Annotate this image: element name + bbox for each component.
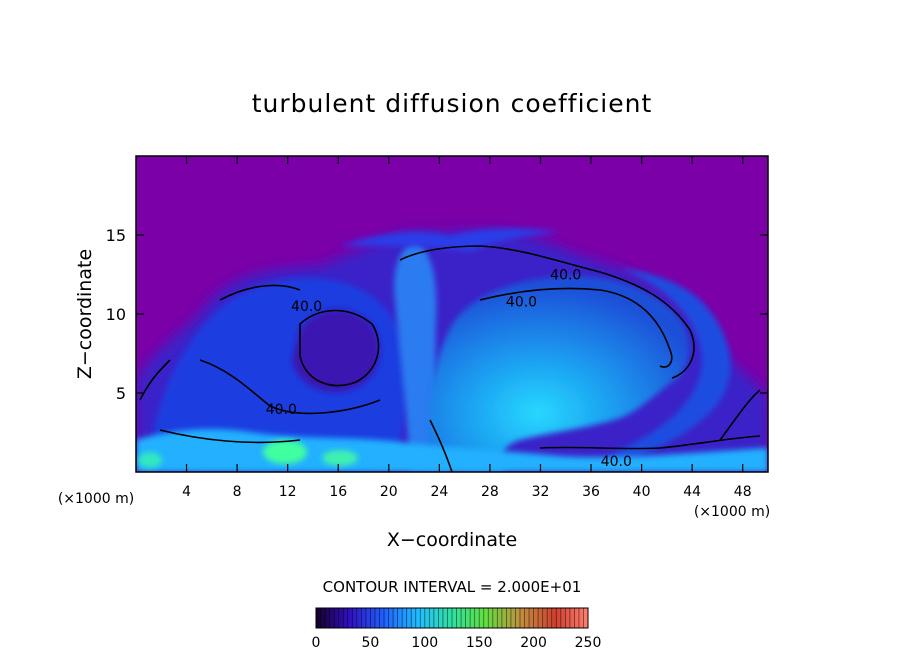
field-green-patch: [322, 450, 358, 466]
colorbar: 0 50 100 150 200 250: [312, 607, 602, 651]
x-axis-label: X−coordinate: [387, 529, 517, 551]
x-tick-label: 36: [582, 484, 600, 500]
colorbar-ticks: 0 50 100 150 200 250: [312, 635, 602, 651]
contour-label: 40.0: [550, 268, 581, 284]
contour-line: [299, 309, 380, 387]
contour-line: [539, 435, 761, 450]
x-tick-label: 32: [532, 484, 550, 500]
y-tick-label: 5: [116, 384, 126, 403]
colorbar-tick-label: 200: [520, 635, 547, 651]
contour-line: [429, 419, 453, 472]
y-unit-label: (×1000 m): [58, 491, 134, 507]
heatmap-field: 40.0 40.0 40.0 40.0 40.0: [136, 156, 768, 472]
colorbar-tick-label: 250: [575, 635, 602, 651]
x-tick-label: 44: [683, 484, 701, 500]
colorbar-tick-label: 150: [466, 635, 493, 651]
x-unit-label: (×1000 m): [694, 504, 770, 520]
field-left-core: [292, 309, 380, 392]
contour-label: 40.0: [601, 454, 632, 470]
x-tick-label: 48: [734, 484, 752, 500]
contour-line: [139, 359, 171, 401]
x-tick-label: 4: [182, 484, 191, 500]
x-tick-label: 16: [329, 484, 347, 500]
contour-labels: 40.0 40.0 40.0 40.0 40.0: [266, 268, 632, 470]
colorbar-tick-label: 50: [361, 635, 379, 651]
contour-line: [479, 287, 673, 368]
colorbar-tick-label: 100: [411, 635, 438, 651]
y-tick-label: 10: [106, 305, 126, 324]
chart-title: turbulent diffusion coefficient: [252, 89, 653, 118]
x-tick-label: 8: [233, 484, 242, 500]
y-axis-label: Z−coordinate: [74, 249, 96, 379]
x-tick-label: 28: [481, 484, 499, 500]
y-tick-label: 15: [106, 226, 126, 245]
contour-line: [219, 284, 301, 301]
x-tick-label: 20: [380, 484, 398, 500]
contour-line: [399, 245, 695, 379]
contour-label: 40.0: [291, 299, 322, 315]
field-green-patch: [263, 440, 307, 464]
contour-label: 40.0: [506, 294, 537, 310]
field-top-band: [340, 228, 560, 252]
colorbar-tick-label: 0: [312, 635, 321, 651]
contour-label: 40.0: [266, 402, 297, 418]
x-tick-label: 40: [633, 484, 651, 500]
colorbar-frame: [315, 607, 589, 629]
contour-lines: [139, 245, 761, 472]
field-right-vortex: [428, 276, 690, 472]
x-tick-label: 12: [279, 484, 297, 500]
x-tick-label: 24: [430, 484, 448, 500]
colorbar-stripes: [320, 608, 584, 628]
field-right-outer-band: [600, 268, 731, 470]
field-green-patch: [138, 452, 162, 468]
x-axis-ticks: 4 8 12 16 20 24 28 32 36 40 44 48: [182, 156, 752, 500]
contour-line: [159, 429, 301, 444]
contour-interval-text: CONTOUR INTERVAL = 2.000E+01: [323, 578, 582, 596]
contour-line: [719, 389, 761, 441]
y-axis-ticks: 5 10 15: [106, 226, 768, 403]
contour-line: [199, 359, 381, 415]
